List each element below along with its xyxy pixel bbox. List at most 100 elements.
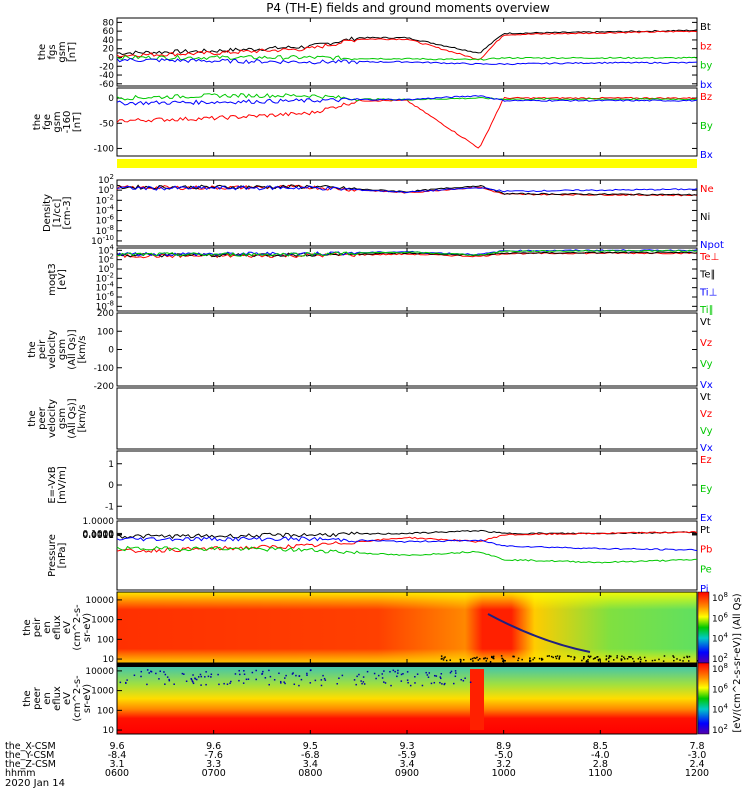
electron-noise-dot [373, 672, 376, 675]
x-axis-row-label: the_X-CSM [5, 741, 56, 752]
ion-noise-dot [444, 656, 446, 658]
ion-noise-dot [696, 660, 699, 662]
electron-noise-dot [126, 679, 128, 681]
y-axis-label-line: sr-eV) [82, 613, 93, 642]
ion-noise-dot [512, 655, 515, 658]
x-axis-value: 9.6 [109, 741, 124, 752]
electron-noise-dot [166, 676, 169, 678]
y-tick-label: 0 [108, 346, 114, 356]
electron-noise-dot [428, 672, 431, 674]
ion-noise-dot [554, 655, 557, 658]
status-bar [117, 159, 697, 168]
x-axis-value: -7.6 [204, 750, 223, 761]
y-axis-label-line: gsm [52, 111, 63, 132]
ion-noise-dot [449, 659, 451, 661]
electron-noise-dot [168, 679, 171, 682]
series-Bz [116, 96, 698, 149]
y-axis-label-line: [eV] [57, 269, 68, 290]
ion-noise-dot [501, 657, 503, 660]
legend-entry: Pt [700, 525, 710, 536]
legend-entry: Ey [700, 484, 712, 495]
electron-noise-dot [264, 677, 267, 679]
electron-noise-dot [183, 673, 185, 675]
ion-noise-dot [445, 659, 448, 662]
y-tick-exponent: 0 [110, 262, 114, 270]
colorbar-tick-label: 106 [712, 611, 728, 624]
legend-entry: Npot [700, 240, 724, 251]
ion-noise-dot [682, 660, 684, 662]
y-axis-label-line: en [42, 621, 53, 634]
y-axis-label-line: the [27, 341, 38, 357]
electron-noise-dot [207, 675, 210, 678]
legend-entry: Vy [700, 359, 713, 370]
y-tick-exponent: -8 [107, 224, 114, 232]
electron-noise-dot [140, 670, 143, 673]
electron-noise-dot [295, 674, 297, 677]
legend-entry: by [700, 61, 712, 72]
ion-noise-dot [620, 659, 623, 662]
electron-noise-dot [394, 670, 396, 673]
electron-noise-dot [199, 673, 202, 676]
y-tick-label: 100 [97, 327, 114, 337]
electron-noise-dot [406, 671, 409, 673]
y-tick-exponent: -4 [107, 203, 115, 211]
electron-noise-dot [361, 682, 363, 685]
date-label: 2020 Jan 14 [5, 778, 65, 789]
y-tick-label: 1000 [91, 687, 114, 697]
electron-noise-dot [150, 670, 152, 673]
electron-noise-dot [306, 674, 308, 676]
electron-noise-dot [362, 676, 365, 678]
ion-noise-dot [489, 660, 492, 663]
electron-noise-dot [390, 684, 392, 687]
y-axis-label-line: peer [37, 406, 48, 430]
y-tick-exponent: 4 [110, 243, 115, 251]
y-tick-label: 100 [97, 635, 114, 645]
colorbar-tick-exponent: 8 [723, 591, 727, 599]
series-bz [116, 30, 698, 61]
colorbar-tick-label: 104 [712, 632, 728, 645]
y-axis-label-line: moqt3 [47, 263, 58, 296]
electron-noise-dot [243, 670, 245, 672]
y-axis-label-line: fge [42, 114, 53, 130]
ion-noise-dot [521, 658, 523, 661]
electron-noise-dot [443, 683, 445, 686]
x-axis-value: 8.9 [496, 741, 511, 752]
electron-noise-dot [200, 684, 202, 686]
electron-noise-dot [306, 672, 308, 675]
electron-noise-dot [185, 680, 188, 683]
y-axis-label-line: peir [37, 339, 48, 359]
electron-noise-dot [243, 673, 246, 676]
y-tick-label: -1 [105, 502, 114, 512]
ion-noise-dot [479, 658, 481, 660]
electron-noise-dot [320, 684, 323, 687]
legend-entry: Vt [700, 317, 711, 328]
ion-noise-dot [658, 658, 660, 661]
ion-noise-dot [548, 655, 550, 657]
colorbar-tick-label: 102 [712, 723, 728, 736]
electron-noise-dot [377, 674, 380, 677]
legend-entry: Pb [700, 545, 712, 556]
electron-noise-dot [291, 673, 294, 675]
ion-noise-dot [587, 660, 589, 663]
y-tick-label: -50 [99, 119, 114, 129]
y-tick-label: 0 [108, 53, 114, 63]
electron-noise-dot [190, 678, 193, 681]
electron-noise-dot [375, 677, 377, 680]
y-axis-label-line: [cm-3] [62, 196, 73, 229]
ion-noise-dot [643, 656, 646, 659]
y-tick-label: 0 [108, 94, 114, 104]
ion-noise-dot [640, 658, 642, 661]
ion-noise-dot [476, 656, 478, 659]
y-axis-label-line: [1/cc] [52, 199, 63, 228]
ion-noise-dot [605, 658, 607, 661]
electron-noise-dot [210, 676, 212, 678]
y-axis-label-line: sr-eV) [82, 684, 93, 713]
panel-7: 1 0 -1 E=-VxB [mV/m] Ez Ey Ex [47, 450, 712, 524]
electron-noise-dot [146, 669, 149, 671]
ion-noise-dot [573, 658, 575, 661]
x-axis-value: -5.0 [494, 750, 513, 761]
electron-noise-dot [392, 669, 395, 672]
y-tick-exponent: -6 [107, 290, 115, 298]
